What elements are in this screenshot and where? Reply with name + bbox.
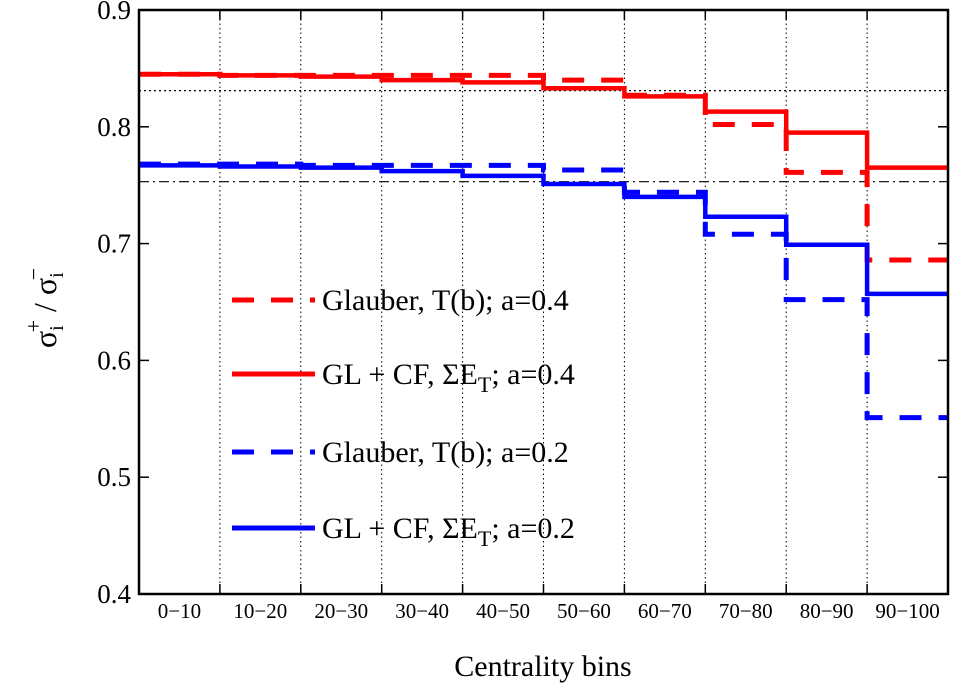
x-tick-labels: 0−10 10−20 20−30 30−40 40−50 50−60 60−70 70−80 8… xyxy=(158,599,940,623)
y-label-slash: / xyxy=(27,295,63,320)
y-label-sub-2: i xyxy=(46,272,68,278)
x-tick-label-3: 30−40 xyxy=(395,599,449,623)
ticks-layer xyxy=(139,9,948,595)
series-1 xyxy=(139,71,948,170)
y-tick-label-1: 0.5 xyxy=(97,462,131,492)
svg-text:σi+ / σi−: σi+ / σi− xyxy=(21,268,68,348)
y-tick-labels: 0.4 0.5 0.6 0.7 0.8 0.9 xyxy=(97,0,131,609)
legend-label-glauber-a02: Glauber, T(b); a=0.2 xyxy=(322,436,569,469)
series-line-1 xyxy=(139,71,948,170)
x-tick-label-9: 90−100 xyxy=(875,599,939,623)
x-axis-label: Centrality bins xyxy=(454,650,631,683)
y-axis-label: σi+ / σi− xyxy=(21,268,68,348)
y-label-sup-2: − xyxy=(21,268,46,280)
y-tick-label-5: 0.9 xyxy=(97,0,131,25)
series-layer xyxy=(139,71,948,421)
legend: Glauber, T(b); a=0.4 GL + CF, ΣET; a=0.4… xyxy=(232,284,575,551)
x-tick-label-5: 50−60 xyxy=(557,599,611,623)
series-3 xyxy=(139,163,948,297)
legend-label-glcf-a04: GL + CF, ΣET; a=0.4 xyxy=(322,358,575,397)
y-label-sub-1: i xyxy=(46,325,68,331)
x-tick-label-1: 10−20 xyxy=(233,599,287,623)
legend-label-glcf-a02: GL + CF, ΣET; a=0.2 xyxy=(322,512,575,551)
y-label-sigma-1: σ xyxy=(27,331,63,348)
x-tick-label-0: 0−10 xyxy=(158,599,201,623)
x-tick-label-4: 40−50 xyxy=(476,599,530,623)
x-tick-label-2: 20−30 xyxy=(314,599,368,623)
y-tick-label-4: 0.8 xyxy=(97,112,131,142)
grid-layer xyxy=(219,10,868,594)
x-tick-label-8: 80−90 xyxy=(800,599,854,623)
y-label-sup-1: + xyxy=(21,320,46,332)
x-tick-label-7: 70−80 xyxy=(719,599,773,623)
x-tick-label-6: 60−70 xyxy=(638,599,692,623)
y-tick-label-3: 0.7 xyxy=(97,229,131,259)
y-tick-label-2: 0.6 xyxy=(97,345,131,375)
legend-label-glauber-a04: Glauber, T(b); a=0.4 xyxy=(322,284,569,317)
series-line-3 xyxy=(139,163,948,297)
y-tick-label-0: 0.4 xyxy=(97,579,131,609)
y-label-sigma-2: σ xyxy=(27,278,63,295)
